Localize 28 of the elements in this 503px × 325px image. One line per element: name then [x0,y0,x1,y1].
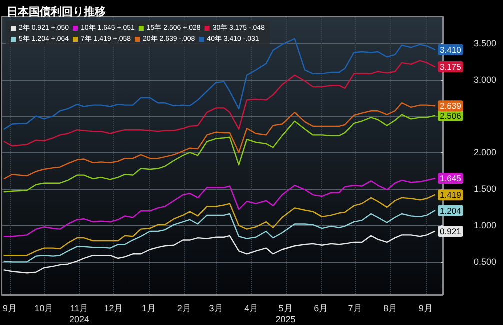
y-tick-label: 0.500 [474,257,497,268]
x-tick-label: 3月 [209,304,224,314]
y-tick-label: 3.500 [474,38,497,48]
data-label: 3.175 [440,62,462,72]
y-tick-label: 3.000 [474,74,497,85]
x-tick-label: 7月 [348,304,362,314]
x-tick-label: 4月 [244,304,259,314]
x-tick-label: 6月 [314,304,328,314]
x-tick-label: 5月 2025 [276,304,296,324]
data-label: 2.639 [440,101,462,112]
y-tick-label: 1.500 [474,184,497,194]
data-label: 1.204 [440,206,462,216]
data-label: 1.645 [440,174,462,184]
x-tick-label: 2月 [177,304,192,314]
x-tick-label: 9月 [418,304,433,314]
data-label: 2.506 [440,110,462,121]
x-tick-label: 11月 2024 [69,304,90,324]
y-tick-label: 1.000 [474,220,497,231]
chart-title: 日本国債利回り推移 [7,6,106,18]
y-tick-label: 2.000 [474,148,497,158]
x-tick-label: 1月 [142,304,156,314]
x-tick-label: 9月 [2,304,18,314]
data-label: 1.419 [440,190,462,200]
x-tick-label: 10月 [34,304,54,314]
data-label: 0.921 [440,226,462,236]
x-tick-label: 12月 [104,304,124,314]
data-label: 3.410 [440,44,462,55]
x-tick-label: 8月 [384,304,398,314]
